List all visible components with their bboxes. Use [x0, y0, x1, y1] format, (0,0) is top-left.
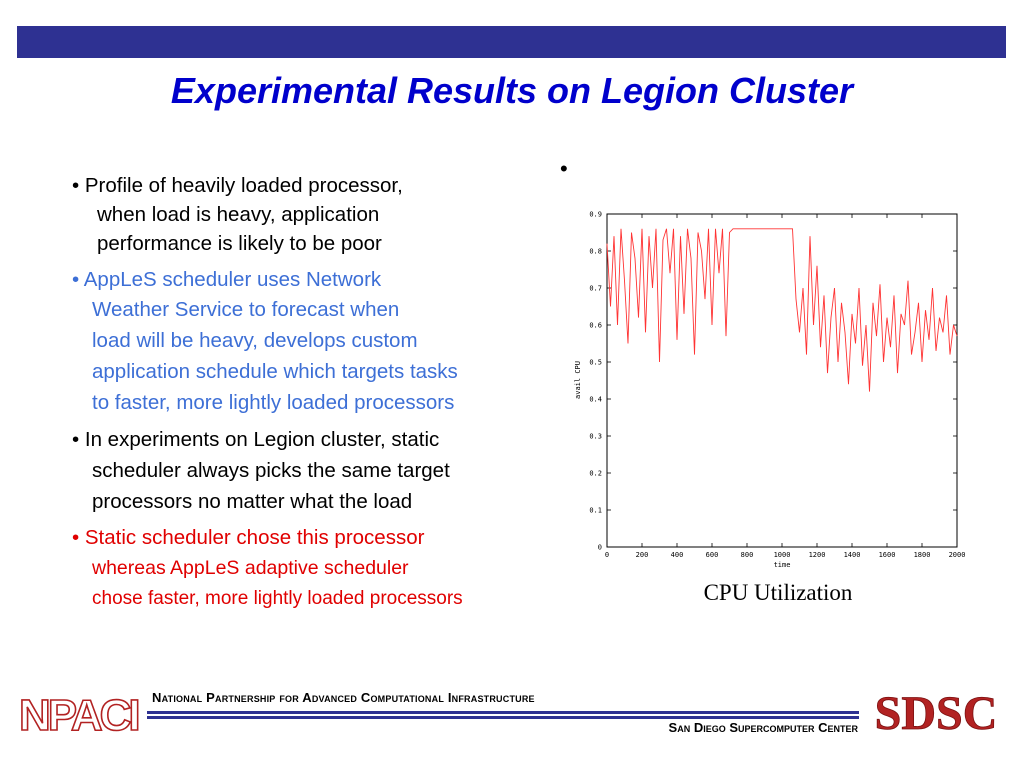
bullet-2-line-5: to faster, more lightly loaded processor… — [92, 391, 455, 414]
sdsc-logo-graphic: SDSC — [874, 687, 998, 741]
y-tick-label: 0.8 — [589, 248, 602, 256]
bullet-2-line-2: Weather Service to forecast when — [92, 298, 400, 321]
y-tick-label: 0.6 — [589, 322, 602, 330]
bullet-1-line-1: • Profile of heavily loaded processor, — [72, 174, 403, 197]
y-tick-label: 0.9 — [589, 211, 602, 219]
y-tick-label: 0.5 — [589, 359, 602, 367]
x-tick-label: 2000 — [949, 551, 966, 559]
y-tick-label: 0.1 — [589, 507, 602, 515]
header-bar — [17, 26, 1006, 58]
x-axis-label: time — [774, 561, 791, 569]
bullet-2-line-1: • AppLeS scheduler uses Network — [72, 268, 382, 291]
footer-sdsc-text: San Diego Supercomputer Center — [668, 720, 858, 735]
x-tick-label: 1800 — [914, 551, 931, 559]
cpu-chart-svg: 0 0.1 0.2 0.3 0.4 0.5 0.6 0.7 0.8 0.9 0 200 400 600 8… — [574, 211, 966, 570]
bullet-1-line-3: performance is likely to be poor — [97, 232, 382, 255]
cpu-series-line — [606, 228, 958, 392]
footer-rule-top — [147, 711, 859, 714]
x-tick-label: 1400 — [844, 551, 861, 559]
x-tick-label: 1600 — [879, 551, 896, 559]
bullet-3-line-3: processors no matter what the load — [92, 490, 413, 513]
npaci-logo: NPACI — [17, 690, 145, 741]
bullet-1-line-2: when load is heavy, application — [97, 203, 380, 226]
x-tick-label: 600 — [706, 551, 719, 559]
x-tick-label: 200 — [636, 551, 649, 559]
footer-partnership-text: National Partnership for Advanced Comput… — [152, 690, 535, 705]
sdsc-logo: SDSC — [864, 683, 1009, 741]
npaci-logo-text: NPACI — [19, 691, 138, 736]
bullet-2-line-3: load will be heavy, develops custom — [92, 329, 418, 352]
y-tick-label: 0.7 — [589, 285, 602, 293]
cpu-chart: 0 0.1 0.2 0.3 0.4 0.5 0.6 0.7 0.8 0.9 0 200 400 600 8… — [570, 205, 970, 577]
npaci-logo-graphic: NPACI — [18, 690, 142, 741]
x-tick-label: 800 — [741, 551, 754, 559]
slide-title: Experimental Results on Legion Cluster — [170, 70, 854, 111]
y-axis-label: avail CPU — [574, 361, 582, 399]
bullet-3-line-2: scheduler always picks the same target — [92, 459, 450, 482]
bullet-4-line-1: • Static scheduler chose this processor — [72, 526, 425, 549]
stray-bullet: • — [560, 156, 568, 181]
footer-rule-bottom — [147, 716, 859, 719]
y-tick-label: 0.2 — [589, 470, 602, 478]
y-tick-label: 0.3 — [589, 433, 602, 441]
chart-caption: CPU Utilization — [703, 580, 853, 605]
x-tick-label: 1000 — [774, 551, 791, 559]
plot-frame — [606, 213, 958, 548]
sdsc-logo-text: SDSC — [875, 687, 998, 740]
bullet-3-line-1: • In experiments on Legion cluster, stat… — [72, 428, 440, 451]
y-tick-label: 0 — [598, 544, 602, 552]
y-tick-label: 0.4 — [589, 396, 602, 404]
bullet-2-line-4: application schedule which targets tasks — [92, 360, 458, 383]
x-tick-label: 1200 — [809, 551, 826, 559]
bullet-4-line-3: chose faster, more lightly loaded proces… — [92, 588, 463, 609]
x-tick-label: 0 — [605, 551, 609, 559]
x-tick-label: 400 — [671, 551, 684, 559]
bullet-4-line-2: whereas AppLeS adaptive scheduler — [92, 557, 409, 579]
